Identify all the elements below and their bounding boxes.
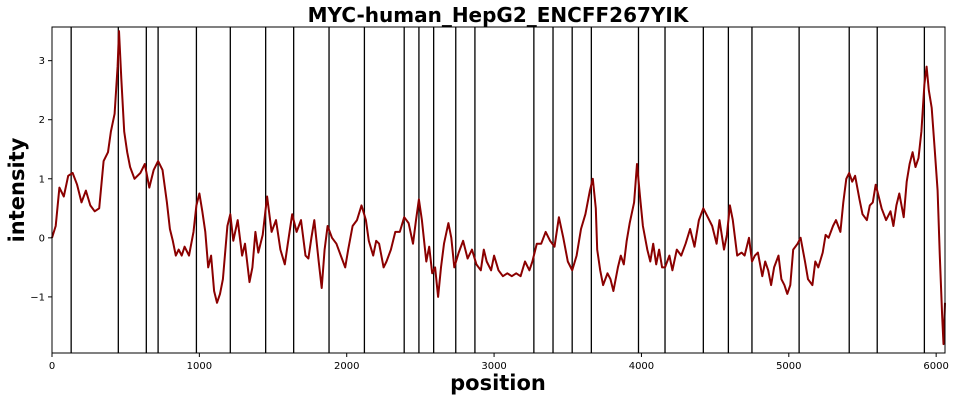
x-tick-label: 2000 [334, 361, 359, 372]
x-tick-label: 0 [49, 361, 55, 372]
series-line [51, 30, 946, 346]
series-layer [51, 30, 946, 346]
y-tick-label: −1 [30, 292, 45, 303]
x-axis-label: position [450, 371, 546, 395]
chart-title: MYC-human_HepG2_ENCFF267YIK [308, 3, 690, 27]
vertical-lines [70, 27, 926, 353]
y-axis-ticks: −1 0 1 2 3 [30, 56, 52, 303]
x-axis-ticks: 0 1000 2000 3000 4000 5000 6000 [49, 353, 949, 372]
y-tick-label: 2 [39, 115, 45, 126]
x-tick-label: 6000 [923, 361, 948, 372]
y-tick-label: 0 [39, 233, 45, 244]
plot-frame [51, 26, 946, 354]
y-tick-label: 3 [39, 56, 45, 67]
y-axis-label: intensity [5, 137, 29, 242]
x-tick-label: 3000 [481, 361, 506, 372]
y-tick-label: 1 [39, 174, 45, 185]
x-tick-label: 4000 [629, 361, 654, 372]
x-tick-label: 1000 [187, 361, 212, 372]
x-tick-label: 5000 [776, 361, 801, 372]
